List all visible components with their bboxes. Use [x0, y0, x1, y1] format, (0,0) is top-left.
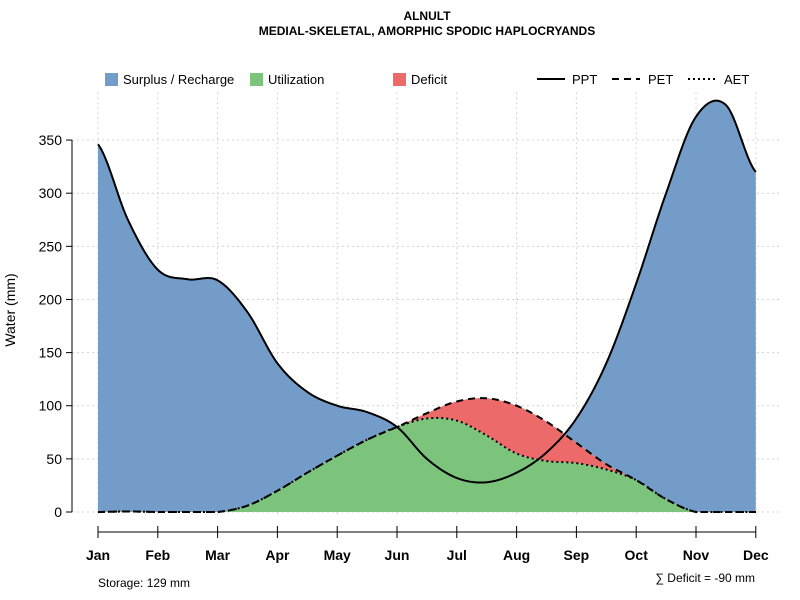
x-tick-label-jul: Jul [447, 547, 467, 563]
y-tick-label-50: 50 [46, 451, 62, 467]
chart-subtitle: MEDIAL-SKELETAL, AMORPHIC SPODIC HAPLOCR… [259, 24, 595, 38]
legend-label-utilization: Utilization [268, 72, 324, 87]
y-tick-label-250: 250 [39, 238, 63, 254]
x-tick-label-oct: Oct [625, 547, 649, 563]
y-tick-label-200: 200 [39, 291, 63, 307]
legend-swatch-utilization [250, 73, 263, 86]
x-tick-label-feb: Feb [145, 547, 170, 563]
area-fills [98, 100, 756, 513]
y-tick-label-150: 150 [39, 345, 63, 361]
x-tick-label-jun: Jun [385, 547, 410, 563]
x-tick-label-apr: Apr [265, 547, 290, 563]
y-axis-label: Water (mm) [2, 273, 18, 346]
surplus-recharge-area [98, 100, 756, 513]
legend-label-surplus: Surplus / Recharge [123, 72, 234, 87]
x-tick-label-dec: Dec [743, 547, 769, 563]
ppt-line [97, 99, 757, 484]
x-tick-label-may: May [324, 547, 351, 563]
series-lines [97, 99, 757, 513]
legend-label-pet: PET [648, 72, 673, 87]
legend-label-deficit: Deficit [411, 72, 448, 87]
legend-swatch-deficit [393, 73, 406, 86]
pet-line [97, 397, 756, 513]
utilization-area [98, 417, 756, 512]
legend: Surplus / Recharge Utilization Deficit P… [105, 72, 749, 87]
aet-line [97, 416, 756, 513]
legend-swatch-surplus [105, 73, 118, 86]
x-tick-label-aug: Aug [503, 547, 530, 563]
x-tick-label-jan: Jan [86, 547, 110, 563]
y-tick-label-350: 350 [39, 132, 63, 148]
axes: 0 50 100 150 200 250 300 350 Jan Feb Mar Apr May Jun J… [39, 132, 769, 563]
x-tick-label-mar: Mar [205, 547, 230, 563]
y-tick-label-0: 0 [54, 504, 62, 520]
y-tick-label-100: 100 [39, 398, 63, 414]
storage-annotation: Storage: 129 mm [98, 576, 190, 590]
deficit-annotation: ∑ Deficit = -90 mm [655, 571, 755, 585]
x-tick-label-sep: Sep [564, 547, 590, 563]
x-tick-label-nov: Nov [683, 547, 710, 563]
y-tick-label-300: 300 [39, 185, 63, 201]
chart-title: ALNULT [403, 9, 451, 23]
legend-label-aet: AET [724, 72, 749, 87]
legend-label-ppt: PPT [572, 72, 597, 87]
